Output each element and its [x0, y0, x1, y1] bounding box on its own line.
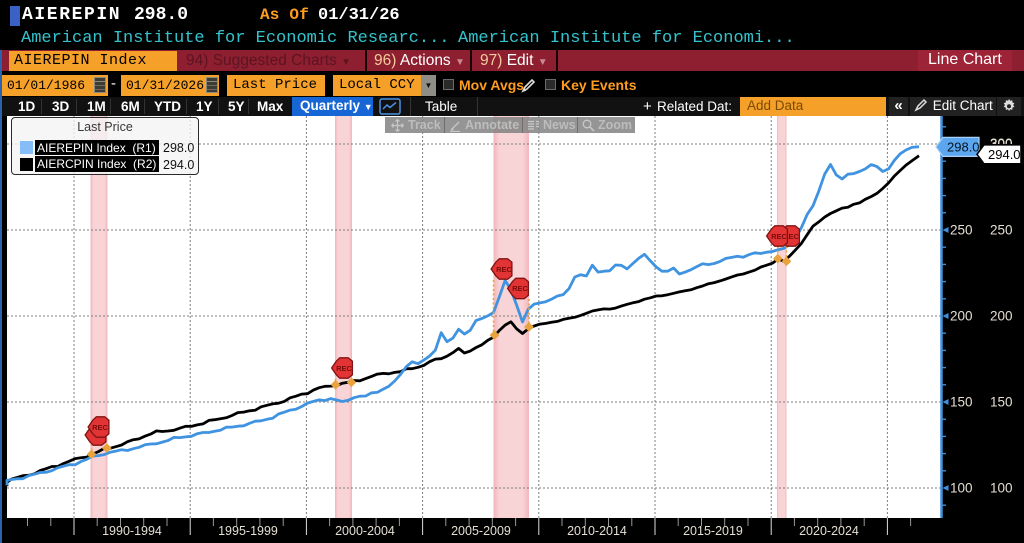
svg-text:REC: REC: [92, 423, 108, 432]
svg-text:2020-2024: 2020-2024: [799, 524, 859, 538]
svg-text:2005-2009: 2005-2009: [451, 524, 511, 538]
svg-text:150: 150: [950, 395, 973, 410]
svg-text:250: 250: [950, 223, 973, 238]
svg-text:294.0: 294.0: [988, 147, 1021, 162]
svg-text:1995-1999: 1995-1999: [218, 524, 278, 538]
svg-text:2000-2004: 2000-2004: [335, 524, 395, 538]
svg-text:150: 150: [990, 395, 1013, 410]
svg-text:1990-1994: 1990-1994: [102, 524, 162, 538]
svg-text:250: 250: [990, 223, 1013, 238]
svg-text:REC: REC: [783, 232, 799, 241]
svg-text:298.0: 298.0: [947, 139, 980, 154]
svg-text:200: 200: [990, 309, 1013, 324]
svg-text:REC: REC: [496, 265, 512, 274]
svg-text:100: 100: [950, 481, 973, 496]
svg-text:REC: REC: [771, 232, 787, 241]
svg-text:2015-2019: 2015-2019: [683, 524, 743, 538]
svg-text:2010-2014: 2010-2014: [567, 524, 627, 538]
svg-text:REC: REC: [336, 364, 352, 373]
svg-text:200: 200: [950, 309, 973, 324]
svg-text:100: 100: [990, 481, 1013, 496]
svg-text:REC: REC: [512, 284, 528, 293]
